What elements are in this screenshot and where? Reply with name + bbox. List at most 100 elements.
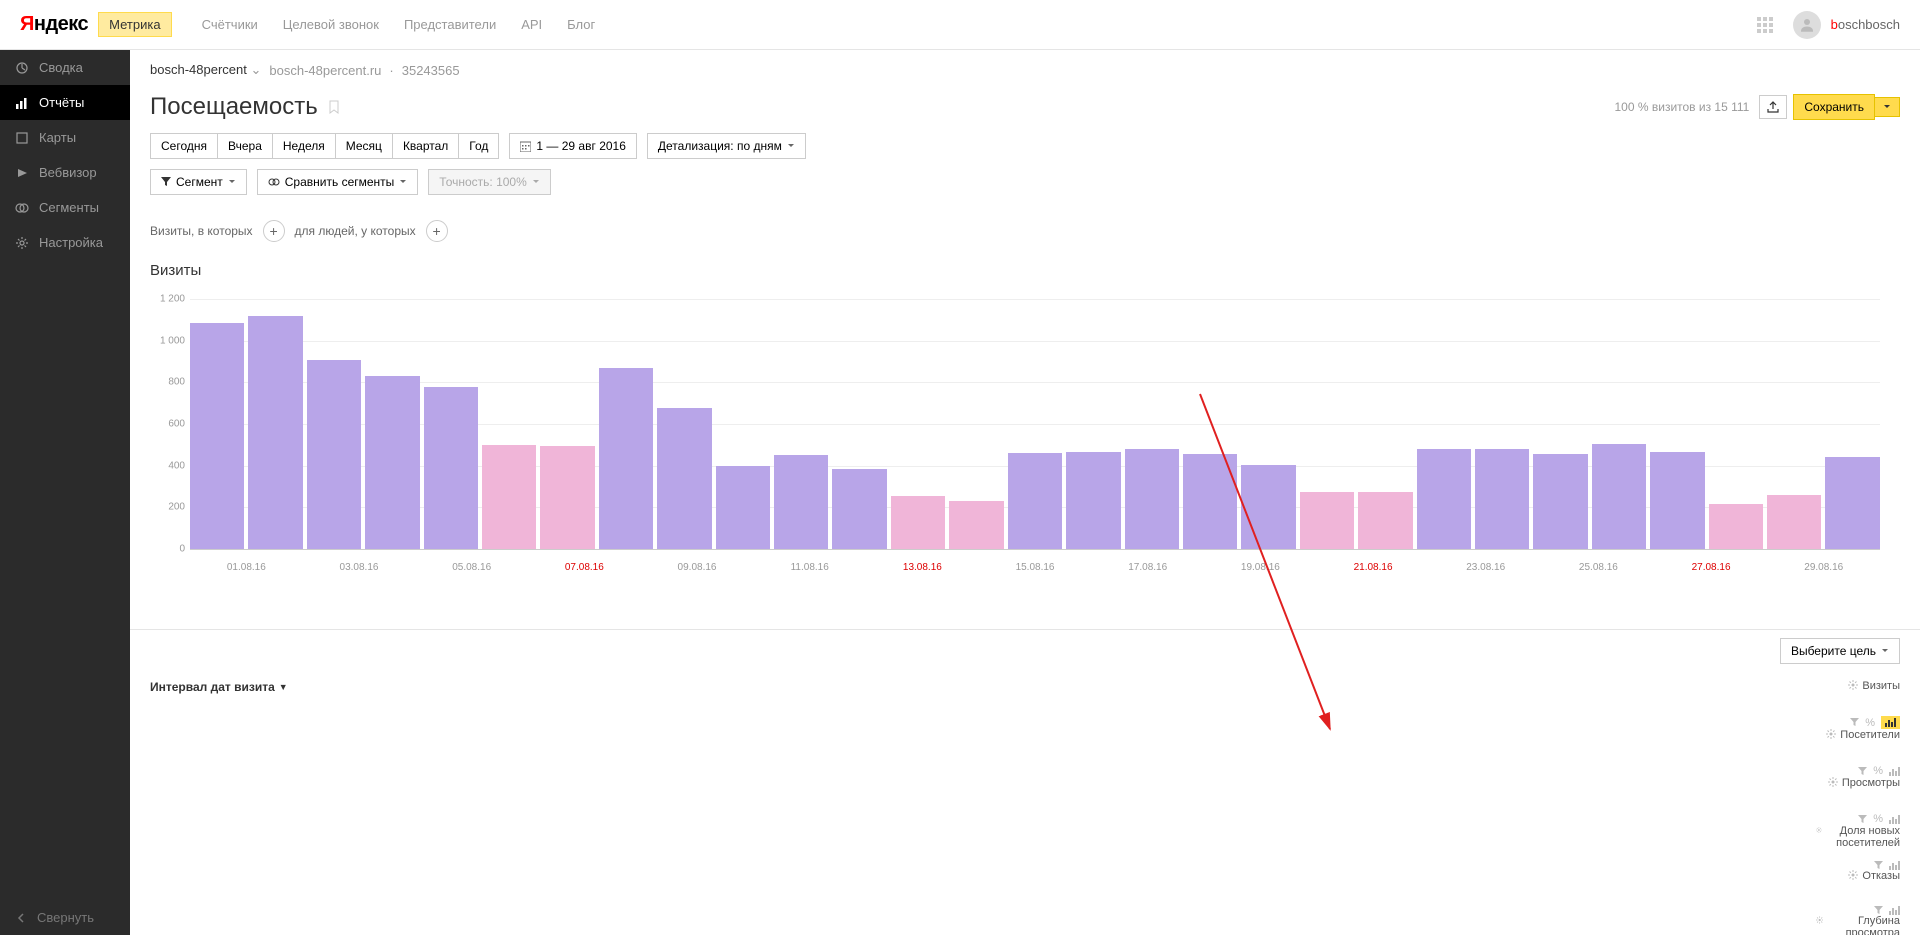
chart-type-icon[interactable] — [1881, 716, 1900, 729]
y-axis-label: 1 200 — [160, 294, 185, 305]
chart-section: Визиты 02004006008001 0001 200 01.08.160… — [130, 252, 1920, 599]
chart-bar[interactable] — [1709, 504, 1763, 549]
row-header-col[interactable]: Интервал дат визита ▼ — [150, 680, 1808, 694]
logo[interactable]: ЯЯндексндекс — [20, 13, 88, 36]
chart-bar[interactable] — [1417, 449, 1471, 549]
x-axis-label: 19.08.16 — [1204, 554, 1317, 579]
period-button[interactable]: Месяц — [335, 133, 393, 159]
date-range-button[interactable]: 1 — 29 авг 2016 — [509, 133, 636, 159]
chart-type-icon[interactable] — [1889, 861, 1900, 870]
detail-button[interactable]: Детализация: по дням — [647, 133, 806, 159]
table-column-header[interactable]: Визиты% — [1808, 680, 1900, 729]
topnav-item[interactable]: Целевой звонок — [283, 17, 379, 32]
period-button[interactable]: Год — [458, 133, 499, 159]
x-axis-label: 01.08.16 — [190, 554, 303, 579]
chart-bar[interactable] — [1767, 495, 1821, 549]
chart-bar[interactable] — [1241, 465, 1295, 549]
y-axis-label: 600 — [168, 419, 185, 430]
sidebar-item-reports[interactable]: Отчёты — [0, 85, 130, 120]
filter-icon[interactable] — [1874, 906, 1883, 915]
page-title: Посещаемость — [150, 93, 318, 121]
y-axis-label: 1 000 — [160, 335, 185, 346]
sidebar-item-webvisor[interactable]: Вебвизор — [0, 155, 130, 190]
chart-bar[interactable] — [1183, 454, 1237, 549]
sidebar-item-settings[interactable]: Настройка — [0, 225, 130, 260]
goal-select[interactable]: Выберите цель — [1780, 638, 1900, 664]
table-column-header[interactable]: Отказы — [1808, 870, 1900, 915]
chart-type-icon[interactable] — [1889, 906, 1900, 915]
segment-button[interactable]: Сегмент — [150, 169, 247, 195]
sidebar-item-maps[interactable]: Карты — [0, 120, 130, 155]
sidebar-item-summary[interactable]: Сводка — [0, 50, 130, 85]
chart-bar[interactable] — [949, 501, 1003, 549]
table-column-header[interactable]: Посетители% — [1808, 729, 1900, 777]
compare-button[interactable]: Сравнить сегменты — [257, 169, 419, 195]
filter-icon[interactable] — [1858, 815, 1867, 824]
chart-bar[interactable] — [1475, 449, 1529, 549]
percent-icon[interactable]: % — [1873, 813, 1883, 825]
chart-bar[interactable] — [891, 496, 945, 549]
sidebar-item-segments[interactable]: Сегменты — [0, 190, 130, 225]
save-button[interactable]: Сохранить — [1793, 94, 1875, 120]
save-dropdown[interactable] — [1874, 97, 1900, 117]
collapse-sidebar[interactable]: Свернуть — [0, 900, 130, 935]
percent-icon[interactable]: % — [1873, 765, 1883, 777]
sidebar-item-label: Карты — [39, 130, 76, 145]
chart-bar[interactable] — [832, 469, 886, 549]
x-axis-label: 21.08.16 — [1317, 554, 1430, 579]
percent-icon[interactable]: % — [1865, 717, 1875, 729]
topnav-item[interactable]: Счётчики — [202, 17, 258, 32]
chart-bar[interactable] — [1825, 457, 1879, 549]
add-people-filter[interactable]: + — [426, 220, 448, 242]
apps-icon[interactable] — [1757, 17, 1773, 33]
period-button[interactable]: Вчера — [217, 133, 273, 159]
counter-name[interactable]: bosch-48percent ⌄ — [150, 62, 261, 78]
filter-icon[interactable] — [1850, 718, 1859, 727]
chart-bar[interactable] — [774, 455, 828, 549]
chart-bar[interactable] — [1125, 449, 1179, 549]
chart-bar[interactable] — [365, 376, 419, 549]
filter-icon[interactable] — [1858, 767, 1867, 776]
chart-type-icon[interactable] — [1889, 815, 1900, 824]
topnav-item[interactable]: Представители — [404, 17, 496, 32]
period-button[interactable]: Квартал — [392, 133, 459, 159]
chart-type-icon[interactable] — [1889, 767, 1900, 776]
x-axis-label: 11.08.16 — [753, 554, 866, 579]
chart-bar[interactable] — [248, 316, 302, 549]
chart-bar[interactable] — [716, 466, 770, 549]
chart-bar[interactable] — [1592, 444, 1646, 549]
collapse-label: Свернуть — [37, 910, 94, 925]
chart-bar[interactable] — [657, 408, 711, 549]
add-visit-filter[interactable]: + — [263, 220, 285, 242]
bookmark-icon[interactable] — [328, 100, 340, 114]
period-button[interactable]: Неделя — [272, 133, 336, 159]
chart-bar[interactable] — [307, 360, 361, 549]
chart-bar[interactable] — [540, 446, 594, 549]
topnav-item[interactable]: Блог — [567, 17, 595, 32]
x-axis-label: 29.08.16 — [1767, 554, 1880, 579]
chart-bar[interactable] — [482, 445, 536, 549]
table-column-header[interactable]: Доля новых посетителей — [1808, 825, 1900, 870]
chart-bar[interactable] — [190, 323, 244, 549]
export-button[interactable] — [1759, 95, 1787, 119]
chart-bar[interactable] — [1358, 492, 1412, 549]
topnav-item[interactable]: API — [521, 17, 542, 32]
product-badge[interactable]: Метрика — [98, 12, 171, 37]
sidebar-item-label: Отчёты — [39, 95, 84, 110]
chart-bar[interactable] — [1300, 492, 1354, 549]
chart-bar[interactable] — [424, 387, 478, 550]
username[interactable]: boschbosch — [1831, 17, 1900, 32]
table-column-header[interactable]: Глубина просмотра — [1808, 915, 1900, 935]
chart-bar[interactable] — [1008, 453, 1062, 549]
period-button[interactable]: Сегодня — [150, 133, 218, 159]
chart-bar[interactable] — [1650, 452, 1704, 549]
sidebar-item-label: Настройка — [39, 235, 103, 250]
chart-bar[interactable] — [599, 368, 653, 549]
avatar[interactable] — [1793, 11, 1821, 39]
filter-icon[interactable] — [1874, 861, 1883, 870]
chart-bar[interactable] — [1066, 452, 1120, 549]
table-header: Интервал дат визита ▼ Визиты%Посетители%… — [130, 672, 1920, 935]
chart-bar[interactable] — [1533, 454, 1587, 549]
chart: 02004006008001 0001 200 01.08.1603.08.16… — [190, 299, 1880, 579]
table-column-header[interactable]: Просмотры% — [1808, 777, 1900, 825]
